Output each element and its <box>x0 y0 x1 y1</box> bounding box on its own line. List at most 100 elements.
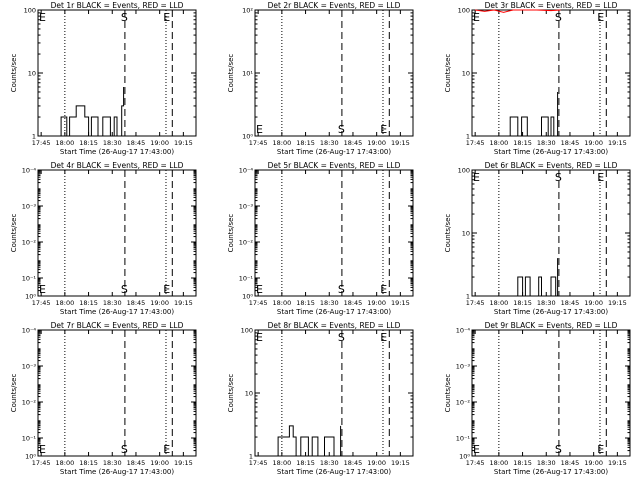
x-axis-title: Start Time (26-Aug-17 17:43:00) <box>277 148 391 156</box>
y-tick-label: 10 <box>462 70 470 78</box>
x-tick-label: 17:45 <box>32 299 51 307</box>
x-tick-label: 19:15 <box>391 139 410 147</box>
x-axis-title: Start Time (26-Aug-17 17:43:00) <box>60 308 174 316</box>
end-marker-label: E <box>256 283 263 296</box>
start-marker-label: S <box>338 331 345 344</box>
y-tick-label: 100 <box>458 167 470 175</box>
x-axis-title: Start Time (26-Aug-17 17:43:00) <box>60 148 174 156</box>
start-marker-label: S <box>338 123 345 136</box>
y-axis-title: Counts/sec <box>444 54 452 93</box>
x-tick-label: 18:30 <box>103 299 122 307</box>
y-tick-label: 10⁻¹ <box>456 435 471 443</box>
y-axis-title: Counts/sec <box>10 54 18 93</box>
x-tick-label: 17:45 <box>249 139 268 147</box>
x-tick-label: 19:15 <box>174 299 193 307</box>
x-tick-label: 18:45 <box>127 459 146 467</box>
y-tick-label: 1 <box>249 453 253 461</box>
start-marker-label: S <box>121 283 128 296</box>
y-tick-label: 10⁻¹ <box>22 435 37 443</box>
panel-title: Det 3r BLACK = Events, RED = LLD <box>485 1 618 10</box>
end-marker-label: E <box>163 283 170 296</box>
end-marker-label: E <box>597 11 604 24</box>
x-tick-label: 18:15 <box>513 299 532 307</box>
y-axis-title: Counts/sec <box>227 214 235 253</box>
x-tick-label: 18:15 <box>296 139 315 147</box>
y-tick-label: 10⁻¹ <box>239 275 254 283</box>
plot-frame <box>254 169 414 297</box>
y-axis-title: Counts/sec <box>10 374 18 413</box>
x-axis-title: Start Time (26-Aug-17 17:43:00) <box>494 308 608 316</box>
x-tick-label: 17:45 <box>249 459 268 467</box>
end-marker-label: E <box>39 11 46 24</box>
events-series-line <box>60 87 125 137</box>
y-tick-label: 10⁰ <box>25 293 36 301</box>
y-tick-label: 10⁻³ <box>22 363 37 371</box>
x-tick-label: 19:15 <box>608 459 627 467</box>
panel-det-4: Det 4r BLACK = Events, RED = LLD 17:45 18:… <box>10 161 197 316</box>
x-tick-label: 18:15 <box>513 139 532 147</box>
y-tick-label: 1 <box>466 133 470 141</box>
x-tick-label: 18:45 <box>344 139 363 147</box>
x-tick-label: 18:30 <box>537 299 556 307</box>
end-marker-label: E <box>597 443 604 456</box>
x-tick-label: 18:00 <box>55 459 74 467</box>
x-tick-label: 19:15 <box>608 299 627 307</box>
x-tick-label: 19:00 <box>584 459 603 467</box>
x-tick-label: 18:30 <box>103 139 122 147</box>
y-tick-label: 10⁻³ <box>22 203 37 211</box>
x-tick-label: 18:00 <box>272 299 291 307</box>
x-tick-label: 19:15 <box>391 299 410 307</box>
y-tick-label: 10⁻¹ <box>22 275 37 283</box>
y-tick-label: 10⁻⁴ <box>22 327 37 335</box>
x-tick-label: 17:45 <box>32 459 51 467</box>
y-tick-label: 10² <box>242 7 253 15</box>
panel-det-9: Det 9r BLACK = Events, RED = LLD 17:45 18:… <box>444 321 631 476</box>
x-tick-label: 19:00 <box>150 459 169 467</box>
x-tick-label: 19:00 <box>367 139 386 147</box>
x-axis-title: Start Time (26-Aug-17 17:43:00) <box>277 468 391 476</box>
x-tick-label: 18:30 <box>537 139 556 147</box>
y-tick-label: 100 <box>24 7 36 15</box>
panel-title: Det 2r BLACK = Events, RED = LLD <box>268 1 401 10</box>
panel-det-8: Det 8r BLACK = Events, RED = LLD 17:45 18:… <box>227 321 414 476</box>
y-tick-label: 10⁻⁴ <box>456 327 471 335</box>
x-tick-label: 18:30 <box>320 459 339 467</box>
panel-det-6: Det 6r BLACK = Events, RED = LLD 17:45 18:… <box>444 161 631 316</box>
x-tick-label: 18:00 <box>272 459 291 467</box>
x-tick-label: 18:00 <box>55 139 74 147</box>
panel-title: Det 7r BLACK = Events, RED = LLD <box>51 321 184 330</box>
y-tick-label: 10 <box>462 230 470 238</box>
x-axis-title: Start Time (26-Aug-17 17:43:00) <box>494 148 608 156</box>
x-tick-label: 19:00 <box>367 299 386 307</box>
y-tick-label: 10⁰ <box>242 133 253 141</box>
y-tick-label: 1 <box>466 293 470 301</box>
x-tick-label: 17:45 <box>466 299 485 307</box>
panel-title: Det 8r BLACK = Events, RED = LLD <box>268 321 401 330</box>
x-tick-label: 18:30 <box>320 139 339 147</box>
x-tick-label: 17:45 <box>249 299 268 307</box>
x-tick-label: 18:00 <box>272 139 291 147</box>
x-tick-label: 19:00 <box>584 299 603 307</box>
end-marker-label: E <box>473 443 480 456</box>
panel-det-3: Det 3r BLACK = Events, RED = LLD 17:45 18:… <box>444 1 631 156</box>
end-marker-label: E <box>163 11 170 24</box>
x-tick-label: 18:15 <box>79 299 98 307</box>
x-axis-title: Start Time (26-Aug-17 17:43:00) <box>60 468 174 476</box>
y-tick-label: 10⁻⁴ <box>239 167 254 175</box>
x-tick-label: 19:00 <box>150 299 169 307</box>
x-tick-label: 17:45 <box>32 139 51 147</box>
end-marker-label: E <box>256 123 263 136</box>
events-series-line <box>509 92 559 137</box>
x-tick-label: 18:45 <box>344 299 363 307</box>
x-tick-label: 17:45 <box>466 459 485 467</box>
x-tick-label: 18:45 <box>561 459 580 467</box>
x-tick-label: 18:15 <box>513 459 532 467</box>
x-tick-label: 19:15 <box>391 459 410 467</box>
x-tick-label: 18:45 <box>561 299 580 307</box>
end-marker-label: E <box>597 171 604 184</box>
plot-frame <box>37 329 197 457</box>
plot-frame <box>471 329 631 457</box>
end-marker-label: E <box>473 11 480 24</box>
events-series-line <box>517 258 559 297</box>
